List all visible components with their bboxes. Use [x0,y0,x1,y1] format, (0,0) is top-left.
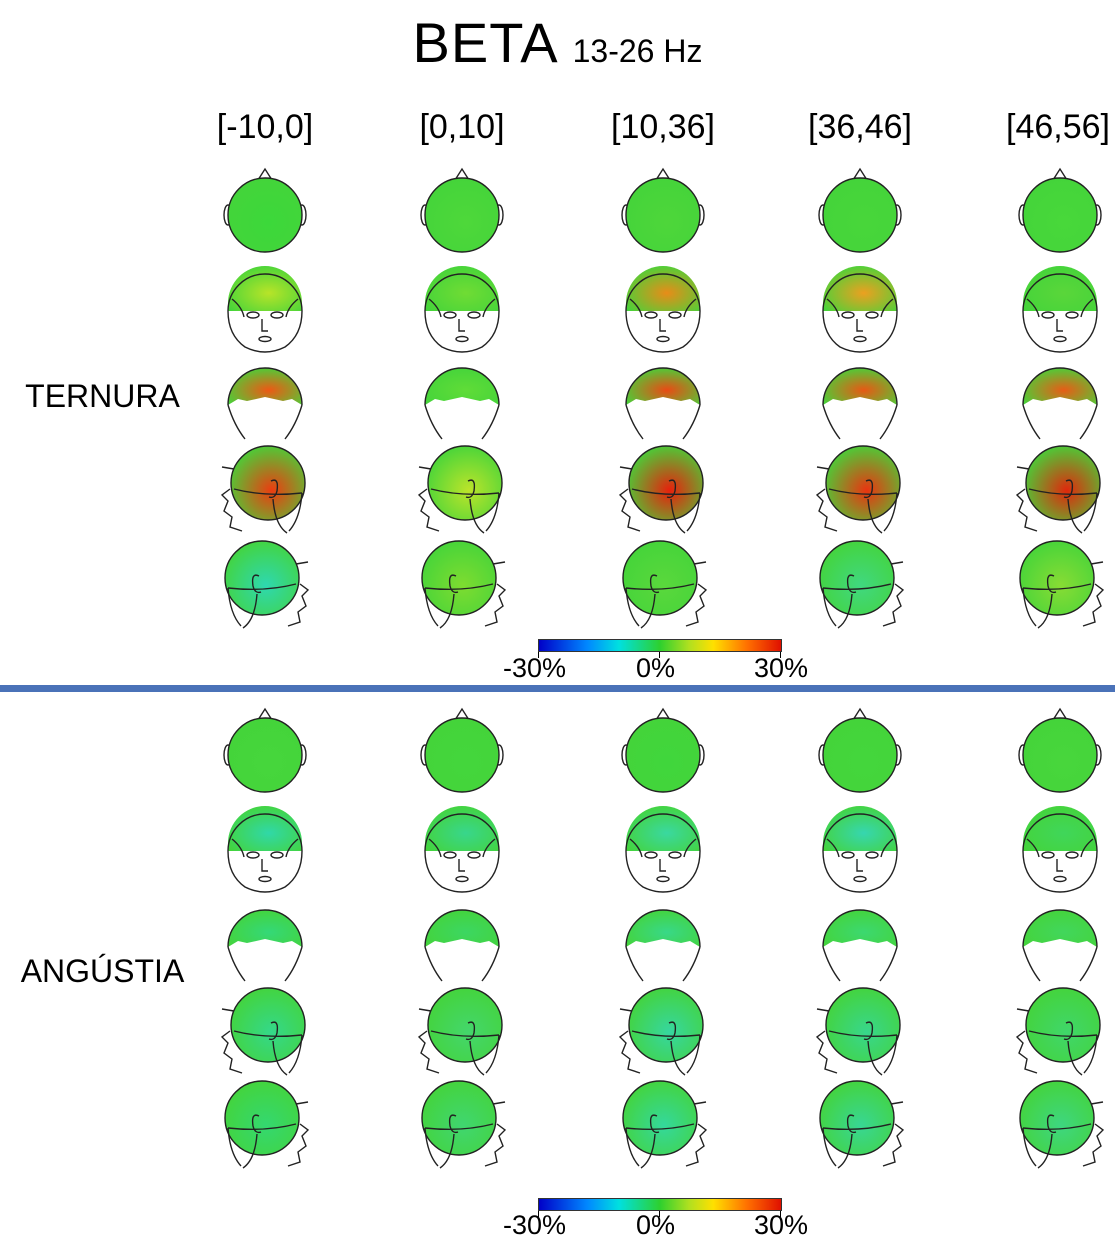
scalp-map-front-view [1022,266,1098,353]
ear-icon [465,1021,476,1041]
scalp-map-right-view [622,540,708,629]
scalp-map-top-view [223,707,307,793]
colorbar-min-label: -30% [503,1210,567,1240]
condition-label-ternura: TERNURA [25,378,180,414]
ear-icon [649,1114,660,1134]
section-divider [0,685,1115,692]
scalp-map-back-view [822,367,898,440]
scalp-map-top-view [223,167,307,253]
scalp-map-top-view [621,707,705,793]
colorbar-tick [780,1211,781,1217]
ear-icon [846,1114,857,1134]
scalp-map-left-view [815,445,901,534]
figure-title: BETA 13-26 Hz [0,10,1115,75]
ear-icon [1063,479,1074,499]
scalp-map-back-view [1022,909,1098,982]
scalp-map-right-view [819,540,905,629]
scalp-map-back-view [822,909,898,982]
ear-icon [1046,574,1057,594]
scalp-map-right-view [622,1080,708,1169]
ear-icon [268,479,279,499]
scalp-map-left-view [1015,445,1101,534]
scalp-map-left-view [1015,987,1101,1076]
colorbar-mid-label: 0% [636,1210,676,1240]
scalp-map-left-view [417,445,503,534]
scalp-map-top-view [818,167,902,253]
colorbar-mid-label: 0% [636,653,676,683]
scalp-map-back-view [1022,367,1098,440]
ear-icon [666,479,677,499]
scalp-map-left-view [220,987,306,1076]
scalp-map-left-view [618,445,704,534]
scalp-map-front-view [424,266,500,353]
ear-icon [1046,1114,1057,1134]
ear-icon [448,574,459,594]
ear-icon [666,1021,677,1041]
scalp-map-back-view [625,909,701,982]
column-label: [-10,0] [216,108,314,146]
colorbar-min-label: -30% [503,653,567,683]
colorbar [538,639,782,652]
ear-icon [268,1021,279,1041]
scalp-map-left-view [618,987,704,1076]
scalp-map-front-view [822,266,898,353]
column-label: [0,10] [419,108,505,146]
band-name: BETA [412,11,559,74]
colorbar-max-label: 30% [754,1210,809,1240]
scalp-map-right-view [819,1080,905,1169]
scalp-map-right-view [1019,540,1105,629]
ear-icon [1063,1021,1074,1041]
ear-icon [846,574,857,594]
scalp-map-back-view [424,909,500,982]
column-label: [10,36] [611,108,715,146]
ear-icon [863,1021,874,1041]
condition-label-angustia: ANGÚSTIA [20,953,185,989]
colorbar-tick [659,652,660,658]
band-range: 13-26 Hz [572,33,703,69]
ear-icon [251,574,262,594]
scalp-map-right-view [224,1080,310,1169]
scalp-map-left-view [815,987,901,1076]
scalp-map-front-view [1022,806,1098,893]
scalp-map-top-view [1018,167,1102,253]
scalp-map-left-view [220,445,306,534]
scalp-map-front-view [227,806,303,893]
ear-icon [251,1114,262,1134]
ear-icon [448,1114,459,1134]
scalp-map-top-view [420,167,504,253]
colorbar-tick [538,1211,539,1217]
ear-icon [465,479,476,499]
scalp-map-back-view [625,367,701,440]
scalp-map-front-view [625,806,701,893]
colorbar-tick [538,652,539,658]
scalp-map-right-view [421,540,507,629]
colorbar-tick [780,652,781,658]
column-label: [36,46] [808,108,912,146]
scalp-map-front-view [424,806,500,893]
scalp-map-top-view [420,707,504,793]
scalp-map-back-view [227,367,303,440]
scalp-map-left-view [417,987,503,1076]
colorbar-tick [659,1211,660,1217]
scalp-map-back-view [227,909,303,982]
scalp-map-top-view [818,707,902,793]
scalp-map-right-view [421,1080,507,1169]
scalp-map-front-view [227,266,303,353]
scalp-map-right-view [1019,1080,1105,1169]
scalp-map-top-view [1018,707,1102,793]
scalp-map-front-view [822,806,898,893]
colorbar-max-label: 30% [754,653,809,683]
column-label: [46,56] [1006,108,1110,146]
scalp-map-front-view [625,266,701,353]
colorbar [538,1198,782,1211]
scalp-map-right-view [224,540,310,629]
scalp-map-back-view [424,367,500,440]
ear-icon [649,574,660,594]
ear-icon [863,479,874,499]
scalp-map-top-view [621,167,705,253]
